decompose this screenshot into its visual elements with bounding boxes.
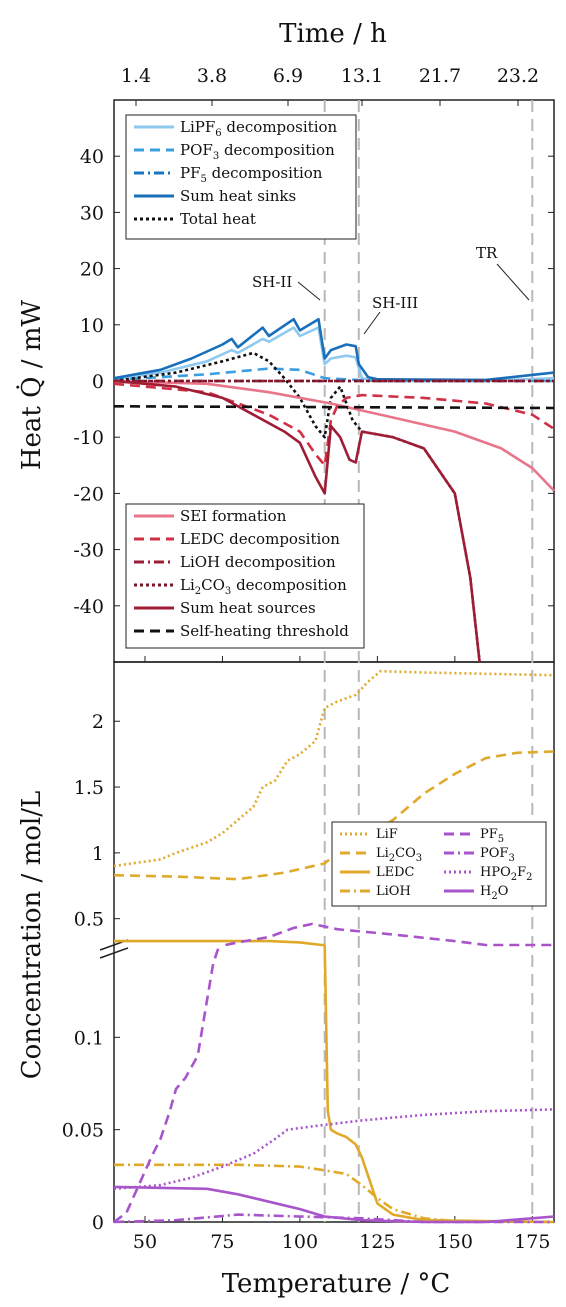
legend-heat-sources-label: LEDC decomposition	[180, 530, 340, 548]
heat-series-threshold	[113, 404, 555, 410]
conc-series-pof3_l	[113, 1213, 554, 1224]
legend-concentration-label: LiF	[376, 827, 398, 842]
heat-series-sources	[113, 379, 481, 663]
concentration-y-ticks: 0.5 1 1.5 2 0 0.05 0.1	[62, 711, 120, 1234]
top-time-tick-label: 1.4	[121, 65, 151, 87]
legend-concentration-label: LiOH	[376, 884, 411, 899]
legend-heat-sources-box	[125, 503, 365, 649]
top-time-tick-label: 3.8	[197, 65, 227, 87]
conc-series-pf5_l	[113, 944, 221, 1224]
legend-heat-sinks-label: Sum heat sinks	[180, 187, 296, 205]
annotation-tr-pointer	[496, 263, 530, 301]
annotation-sh-iii-pointer	[363, 311, 381, 335]
concentration-series	[113, 669, 555, 1224]
heat-y-tick-label: 30	[80, 202, 104, 224]
conc-upper-y-tick-label: 0.5	[74, 909, 104, 931]
legend-heat-sources-label: Self-heating threshold	[180, 622, 349, 640]
conc-upper-y-tick-label: 2	[92, 711, 104, 733]
legend-heat-sinks-label: Total heat	[180, 210, 256, 228]
legend-concentration-label: Li2CO3	[376, 846, 422, 864]
top-axis-title: Time / h	[279, 19, 387, 49]
heat-y-tick-label: -40	[73, 596, 104, 618]
heat-series-ledc	[113, 382, 555, 467]
x-axis-title: Temperature / °C	[222, 1269, 451, 1299]
top-time-tick-label: 6.9	[273, 65, 303, 87]
legend-heat-sources-label: Li2CO3 decomposition	[180, 576, 347, 597]
top-y-axis-title: Heat Q̇ / mW	[16, 300, 47, 471]
conc-series-pf5_u	[225, 922, 554, 947]
top-time-tick-label: 23.2	[497, 65, 539, 87]
heat-series-sinks	[113, 317, 555, 382]
temperature-x-ticks: 50 75 100 125 150 175	[133, 656, 550, 1253]
legend-heat-sources-label: Sum heat sources	[180, 599, 316, 617]
legend-concentration-box	[331, 821, 547, 907]
temperature-x-tick-label: 75	[210, 1231, 234, 1253]
conc-lower-y-tick-label: 0.1	[74, 1027, 104, 1049]
temperature-x-tick-label: 125	[359, 1231, 395, 1253]
legend-concentration-label: POF3	[480, 846, 515, 864]
heat-y-tick-label: 10	[80, 315, 104, 337]
legend-heat-sinks-label: POF3 decomposition	[180, 141, 335, 162]
legend-heat-sources-label: SEI formation	[180, 507, 287, 525]
top-time-tick-label: 21.7	[419, 65, 461, 87]
conc-upper-y-tick-label: 1.5	[74, 777, 104, 799]
legend-heat-sources-label: LiOH decomposition	[180, 553, 336, 571]
heat-y-ticks: -40 -30 -20 -10 0 10 20 30 40	[73, 146, 554, 618]
legend-concentration-label: LEDC	[376, 865, 415, 880]
temperature-x-tick-label: 150	[437, 1231, 473, 1253]
legend-heat-sources: SEI formation LEDC decomposition LiOH deco…	[125, 503, 365, 649]
heat-y-tick-label: 20	[80, 259, 104, 281]
heat-series	[113, 317, 555, 663]
conc-series-ledc_l	[323, 944, 555, 1224]
heat-series-lipf6	[113, 326, 555, 383]
conc-lower-y-tick-label: 0.05	[62, 1120, 104, 1142]
annotations: SH-II SH-III TR	[252, 244, 530, 335]
annotation-sh-ii-pointer	[297, 281, 321, 301]
heat-y-tick-label: -20	[73, 483, 104, 505]
heat-y-tick-label: 40	[80, 146, 104, 168]
legend-heat-sinks-label: LiPF6 decomposition	[180, 118, 338, 139]
bottom-y-axis-title: Concentration / mol/L	[17, 791, 47, 1079]
annotation-tr: TR	[476, 244, 498, 262]
legend-concentration-label: PF5	[480, 827, 504, 845]
top-time-tick-label: 13.1	[341, 65, 383, 87]
legend-concentration: LiF PF5 Li2CO3 POF3 LEDC HPO2F2 LiOH H2O	[331, 821, 547, 907]
temperature-x-tick-label: 175	[514, 1231, 550, 1253]
conc-upper-y-tick-label: 1	[92, 843, 104, 865]
event-marker-lines	[323, 100, 534, 1222]
conc-series-ledc_u	[114, 939, 325, 947]
annotation-sh-iii: SH-III	[372, 294, 418, 312]
conc-series-h2o	[113, 1185, 555, 1224]
conc-series-lioh_l	[114, 1163, 555, 1224]
temperature-x-tick-label: 50	[133, 1231, 157, 1253]
temperature-x-tick-label: 100	[282, 1231, 318, 1253]
conc-lower-y-tick-label: 0	[92, 1212, 104, 1234]
legend-concentration-label: H2O	[480, 884, 508, 902]
top-time-ticks: 1.4 3.8 6.9 13.1 21.7 23.2	[121, 65, 539, 106]
heat-y-tick-label: 0	[92, 371, 104, 393]
legend-heat-sinks-label: PF5 decomposition	[180, 164, 323, 185]
heat-series-sei	[113, 379, 555, 492]
heat-y-tick-label: -30	[73, 540, 104, 562]
heat-y-tick-label: -10	[73, 427, 104, 449]
legend-concentration-label: HPO2F2	[480, 865, 533, 883]
conc-series-hpo2f2	[113, 1108, 555, 1191]
conc-series-lif	[113, 669, 555, 868]
annotation-sh-ii: SH-II	[252, 273, 292, 291]
